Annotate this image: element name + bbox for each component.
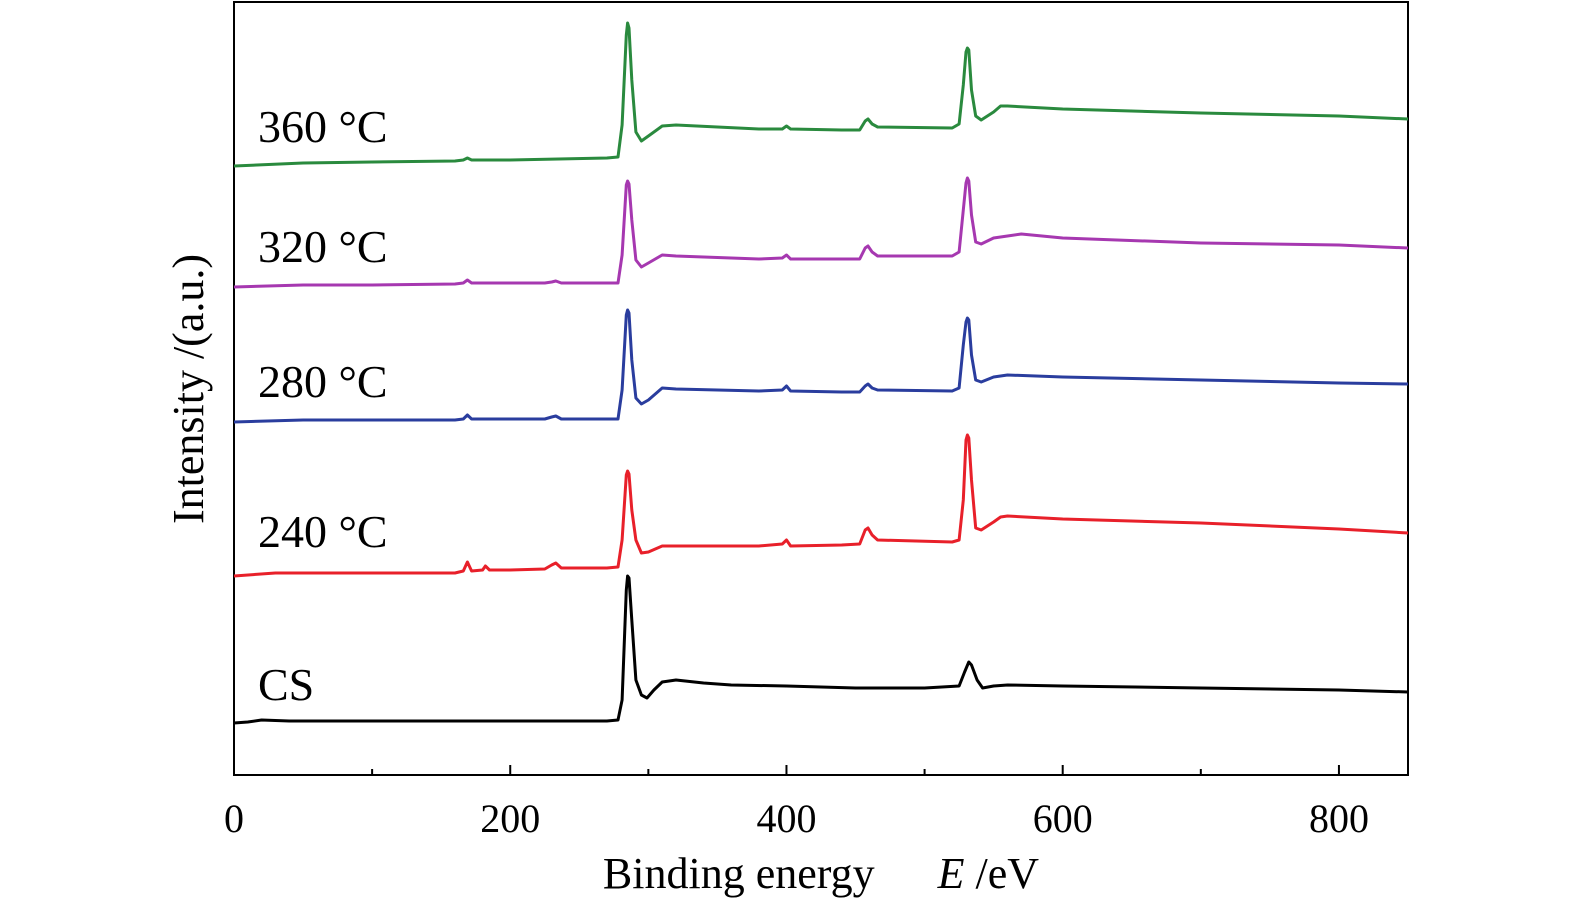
x-tick-label-0: 0 [224,796,244,841]
x-axis-title-symbol: E [937,849,965,898]
series-line-2 [233,308,1409,424]
plot-frame [233,1,1409,776]
series-labels: CS 240 °C 280 °C 320 °C 360 °C [258,101,388,710]
series-line-0 [233,574,1409,725]
x-axis-ticks [233,765,1340,775]
x-axis-title: Binding energy E /eV [603,849,1039,898]
series-label-3: 320 °C [258,221,388,272]
x-tick-label-800: 800 [1309,796,1369,841]
x-tick-label-400: 400 [756,796,816,841]
y-axis-title: Intensity /(a.u.) [164,254,213,524]
series-line-1 [233,433,1409,578]
x-tick-label-600: 600 [1033,796,1093,841]
x-axis-tick-labels: 0 200 400 600 800 [224,796,1369,841]
series-lines [233,21,1409,725]
series-label-2: 280 °C [258,356,388,407]
series-label-4: 360 °C [258,101,388,152]
series-line-3 [233,176,1409,289]
x-tick-label-200: 200 [480,796,540,841]
x-axis-title-main: Binding energy [603,849,875,898]
series-label-0: CS [258,659,314,710]
series-label-1: 240 °C [258,506,388,557]
x-axis-title-unit: /eV [976,849,1040,898]
series-line-4 [233,21,1409,168]
